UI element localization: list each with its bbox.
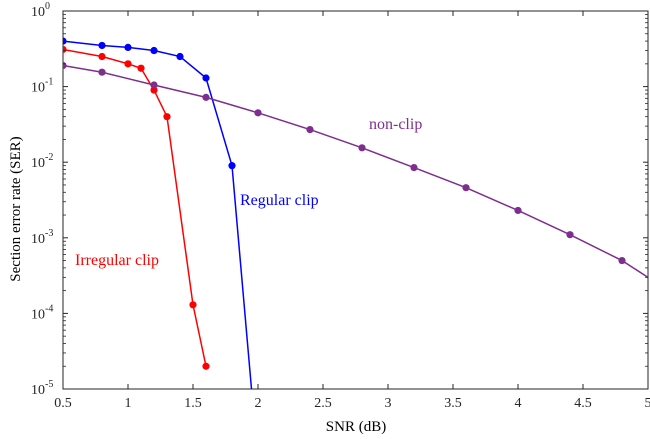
x-tick-label: 1 <box>125 396 132 411</box>
x-tick-label: 1.5 <box>184 396 202 411</box>
series-layer <box>63 37 648 389</box>
y-tick-label: 10-5 <box>31 379 53 398</box>
data-point-non-clip <box>358 144 366 152</box>
data-point-irregular-clip <box>202 362 210 370</box>
x-tick-label: 0.5 <box>54 396 72 411</box>
x-axis-label: SNR (dB) <box>326 419 386 435</box>
series-label-non-clip: non-clip <box>369 116 422 133</box>
data-point-non-clip <box>514 206 522 215</box>
data-point-regular-clip <box>124 43 132 52</box>
data-point-non-clip <box>566 231 574 239</box>
y-tick-label: 10-2 <box>31 152 53 171</box>
data-point-irregular-clip <box>137 64 145 72</box>
x-tick-label: 3.5 <box>444 396 462 411</box>
data-point-regular-clip <box>150 46 158 55</box>
plot-area-border <box>62 10 649 390</box>
data-point-non-clip <box>202 93 210 101</box>
plot-frame <box>62 10 649 390</box>
data-point-non-clip <box>254 109 262 117</box>
x-tick-label: 4 <box>515 396 522 411</box>
x-tick-label: 2 <box>255 396 262 411</box>
data-point-irregular-clip <box>124 60 132 68</box>
y-tick-label: 100 <box>31 1 50 20</box>
series-line-non-clip <box>63 64 648 278</box>
data-point-irregular-clip <box>189 301 197 309</box>
x-tick-label: 3 <box>385 396 392 411</box>
data-point-non-clip <box>306 125 314 134</box>
data-point-regular-clip <box>98 41 106 50</box>
data-point-non-clip <box>462 184 470 192</box>
data-point-irregular-clip <box>63 45 67 54</box>
data-point-non-clip <box>618 256 626 265</box>
series-line-regular-clip <box>63 40 253 389</box>
x-tick-label: 4.5 <box>574 396 592 411</box>
data-point-regular-clip <box>176 52 184 61</box>
data-point-non-clip <box>150 81 158 89</box>
series-clip-group <box>63 37 648 389</box>
series-label-irregular-clip: Irregular clip <box>75 252 159 269</box>
data-point-non-clip <box>410 163 418 172</box>
data-point-irregular-clip <box>163 113 171 121</box>
y-axis-label: Section error rate (SER) <box>8 136 24 281</box>
data-point-regular-clip <box>228 162 236 170</box>
ticks-layer: 0.5 1 1.5 2 2.5 3 3.5 4 4.5 5 100 10-1 10-2 10-3 10-4 1… <box>31 1 650 411</box>
y-tick-label: 10-4 <box>31 303 53 322</box>
y-tick-label: 10-1 <box>31 77 53 96</box>
data-point-non-clip <box>98 68 106 76</box>
x-tick-label: 5 <box>645 396 650 411</box>
data-point-non-clip <box>63 61 67 70</box>
series-label-regular-clip: Regular clip <box>240 192 319 209</box>
data-point-irregular-clip <box>150 86 158 94</box>
y-tick-label: 10-3 <box>31 228 53 247</box>
data-point-irregular-clip <box>98 52 106 61</box>
data-point-regular-clip <box>202 74 210 82</box>
x-tick-label: 2.5 <box>314 396 332 411</box>
series-line-irregular-clip <box>63 48 207 367</box>
